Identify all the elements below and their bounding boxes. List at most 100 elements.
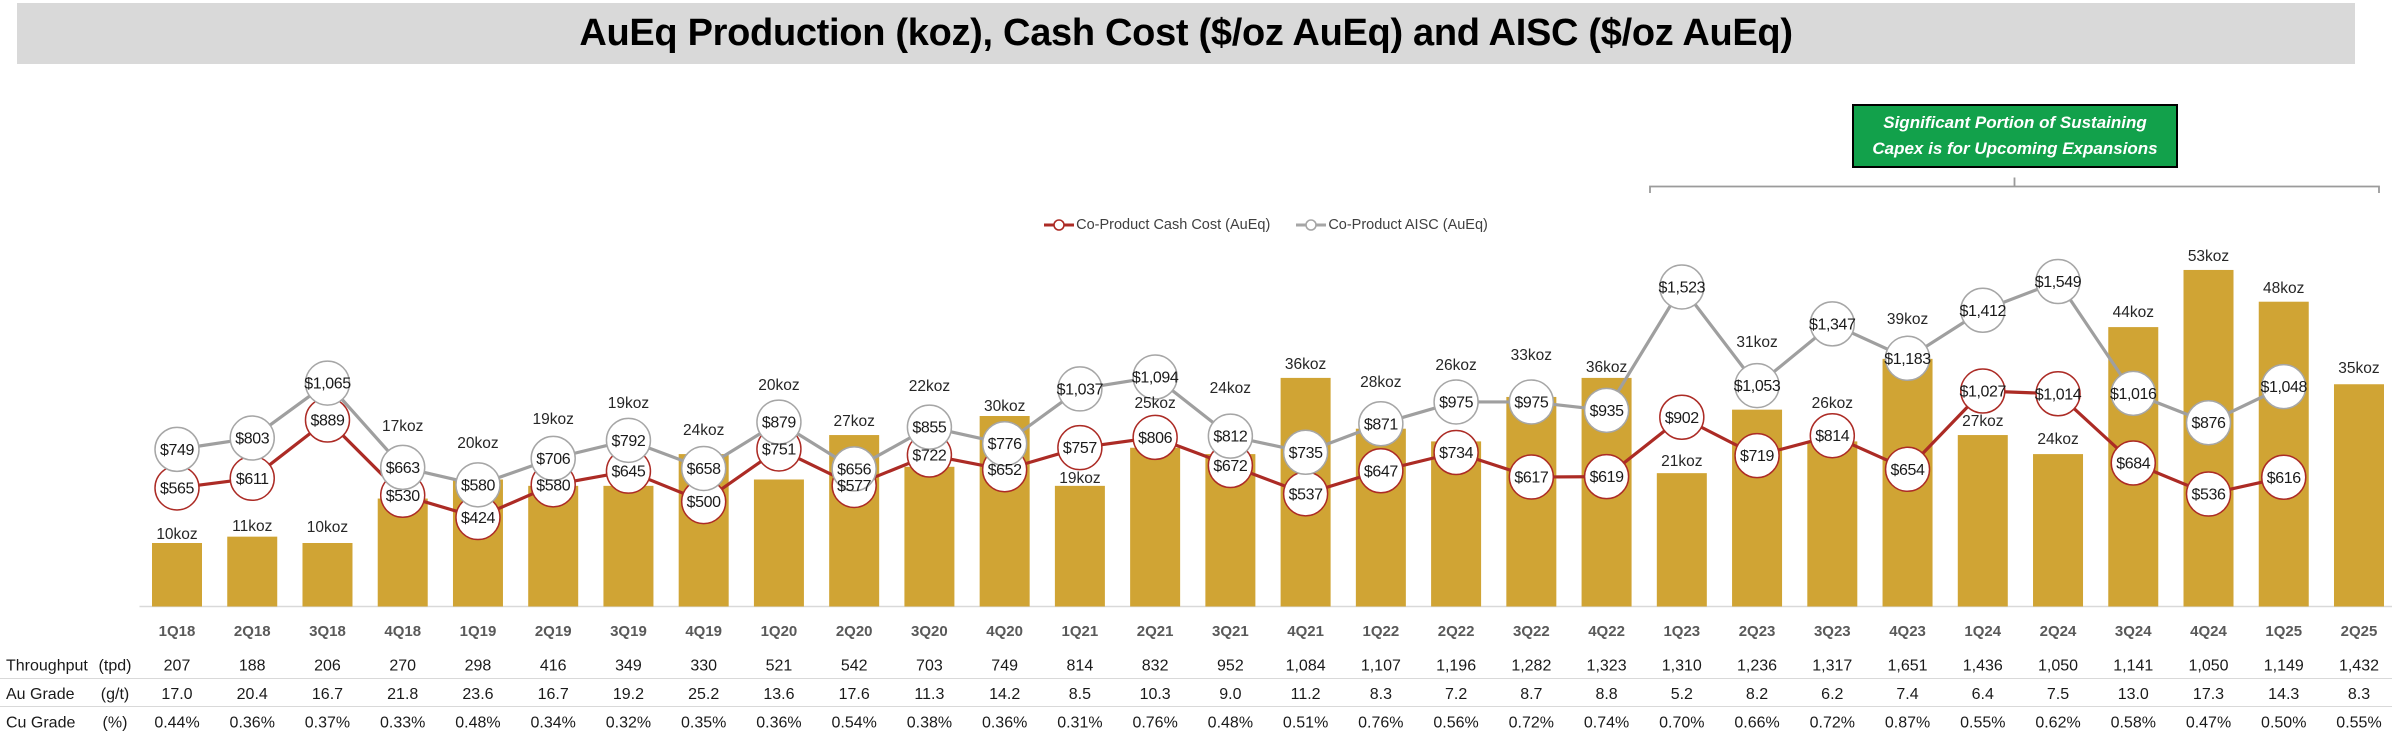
category-label-2Q19: 2Q19 — [535, 623, 572, 640]
aisc-marker-1Q23 — [1659, 264, 1705, 310]
aisc-label-2Q24: $1,549 — [2035, 274, 2082, 291]
cash-cost-marker-1Q21 — [1057, 424, 1103, 471]
table-cell-r2-2Q24: 0.62% — [2035, 715, 2080, 732]
table-cell-r2-3Q18: 0.37% — [305, 715, 350, 732]
aisc-marker-2Q22 — [1433, 379, 1479, 425]
table-cell-r0-1Q23: 1,310 — [1662, 658, 1702, 675]
cash-cost-label-4Q20: $652 — [988, 462, 1022, 479]
cash-cost-label-2Q21: $806 — [1138, 430, 1172, 447]
aisc-label-1Q21: $1,037 — [1057, 381, 1104, 398]
bar-label-1Q18: 10koz — [156, 526, 197, 543]
cash-cost-label-1Q22: $647 — [1364, 463, 1398, 480]
bar-label-2Q21: 25koz — [1134, 395, 1175, 412]
bar-label-4Q19: 24koz — [683, 422, 724, 439]
table-cell-r2-2Q23: 0.66% — [1734, 715, 1779, 732]
table-cell-r0-1Q25: 1,149 — [2264, 658, 2304, 675]
table-cell-r1-2Q18: 20.4 — [237, 686, 268, 703]
bar-label-2Q22: 26koz — [1435, 357, 1476, 374]
category-label-3Q22: 3Q22 — [1513, 623, 1550, 640]
cash-cost-marker-2Q22 — [1433, 429, 1479, 476]
table-cell-r2-1Q22: 0.76% — [1358, 715, 1403, 732]
bar-label-2Q19: 19koz — [533, 411, 574, 428]
table-row-label-2: Cu Grade — [6, 715, 75, 732]
category-label-4Q23: 4Q23 — [1889, 623, 1926, 640]
table-cell-r1-1Q25: 14.3 — [2268, 686, 2299, 703]
cash-cost-label-2Q24: $1,014 — [2035, 386, 2082, 403]
aisc-label-3Q21: $812 — [1213, 429, 1247, 446]
aisc-label-1Q24: $1,412 — [1960, 303, 2007, 320]
aisc-label-1Q22: $871 — [1364, 416, 1398, 433]
table-cell-r1-4Q21: 11.2 — [1291, 686, 1321, 703]
category-label-3Q24: 3Q24 — [2115, 623, 2152, 640]
table-cell-r2-3Q23: 0.72% — [1810, 715, 1855, 732]
aisc-marker-icon — [1296, 219, 1327, 231]
table-cell-r2-2Q21: 0.76% — [1132, 715, 1177, 732]
aisc-marker-4Q20 — [981, 420, 1028, 467]
aisc-label-3Q18: $1,065 — [304, 376, 351, 393]
table-cell-r0-1Q24: 1,436 — [1963, 658, 2003, 675]
aisc-marker-1Q20 — [756, 399, 802, 445]
cash-cost-label-4Q18: $530 — [386, 488, 420, 505]
bar-label-4Q18: 17koz — [382, 418, 423, 435]
bar-2Q18 — [227, 536, 278, 607]
aisc-marker-1Q19 — [455, 462, 501, 508]
bar-label-3Q18: 10koz — [307, 519, 348, 536]
category-label-3Q21: 3Q21 — [1212, 623, 1249, 640]
cash-cost-label-4Q22: $619 — [1590, 469, 1624, 486]
table-cell-r0-4Q21: 1,084 — [1286, 658, 1326, 675]
category-label-3Q18: 3Q18 — [309, 623, 346, 640]
bar-label-1Q24: 27koz — [1962, 413, 2003, 430]
category-label-2Q25: 2Q25 — [2341, 623, 2378, 640]
aisc-marker-4Q23 — [1884, 335, 1931, 382]
aisc-marker-1Q21 — [1057, 366, 1103, 412]
bar-label-3Q22: 33koz — [1511, 347, 1552, 364]
aisc-label-4Q21: $735 — [1289, 445, 1323, 462]
table-cell-r1-2Q21: 10.3 — [1140, 686, 1171, 703]
table-cell-r0-4Q22: 1,323 — [1587, 658, 1627, 675]
bar-3Q22 — [1506, 396, 1557, 607]
table-cell-r1-4Q20: 14.2 — [989, 686, 1020, 703]
table-cell-r1-2Q25: 8.3 — [2348, 686, 2370, 703]
cash-cost-marker-4Q22 — [1583, 453, 1630, 500]
table-cell-r0-3Q22: 1,282 — [1511, 658, 1551, 675]
category-label-1Q22: 1Q22 — [1363, 623, 1400, 640]
table-cell-r0-4Q20: 749 — [991, 658, 1018, 675]
cash-cost-label-2Q20: $577 — [837, 478, 871, 495]
bar-2Q25 — [2333, 384, 2384, 607]
bar-label-1Q23: 21koz — [1661, 453, 1702, 470]
table-row-unit-1: (g/t) — [101, 686, 129, 703]
table-cell-r2-3Q24: 0.58% — [2111, 715, 2156, 732]
table-cell-r0-2Q20: 542 — [841, 658, 868, 675]
cash-cost-label-2Q19: $580 — [536, 477, 570, 494]
table-cell-r2-4Q19: 0.35% — [681, 715, 726, 732]
bar-label-1Q22: 28koz — [1360, 374, 1401, 391]
cash-cost-marker-1Q22 — [1358, 448, 1404, 494]
cash-cost-label-2Q18: $611 — [236, 471, 269, 488]
bar-3Q23 — [1807, 441, 1858, 607]
table-cell-r0-3Q20: 703 — [916, 658, 943, 675]
aisc-marker-2Q20 — [831, 446, 877, 492]
aisc-marker-4Q18 — [379, 444, 426, 491]
table-cell-r2-2Q20: 0.54% — [831, 715, 876, 732]
category-label-2Q24: 2Q24 — [2040, 623, 2077, 640]
bar-label-1Q19: 20koz — [457, 435, 498, 452]
aisc-label-3Q20: $855 — [912, 420, 946, 437]
table-cell-r2-3Q19: 0.32% — [606, 715, 651, 732]
cash-cost-marker-3Q24 — [2110, 440, 2157, 486]
cash-cost-marker-2Q21 — [1132, 414, 1178, 461]
category-label-3Q19: 3Q19 — [610, 623, 647, 640]
legend-item-aisc: Co-Product AISC (AuEq) — [1296, 217, 1488, 233]
aisc-label-2Q20: $656 — [837, 461, 871, 478]
bar-label-2Q23: 31koz — [1736, 334, 1777, 351]
bar-label-3Q24: 44koz — [2113, 304, 2154, 321]
cash-cost-label-3Q19: $645 — [611, 464, 645, 481]
aisc-label-4Q22: $935 — [1590, 403, 1624, 420]
category-label-4Q19: 4Q19 — [685, 623, 722, 640]
aisc-marker-2Q24 — [2035, 258, 2081, 305]
table-cell-r2-4Q20: 0.36% — [982, 715, 1027, 732]
table-cell-r2-1Q21: 0.31% — [1057, 715, 1102, 732]
aisc-marker-1Q24 — [1960, 287, 2006, 334]
table-cell-r0-2Q18: 188 — [239, 658, 266, 675]
aisc-label-4Q18: $663 — [386, 460, 420, 477]
